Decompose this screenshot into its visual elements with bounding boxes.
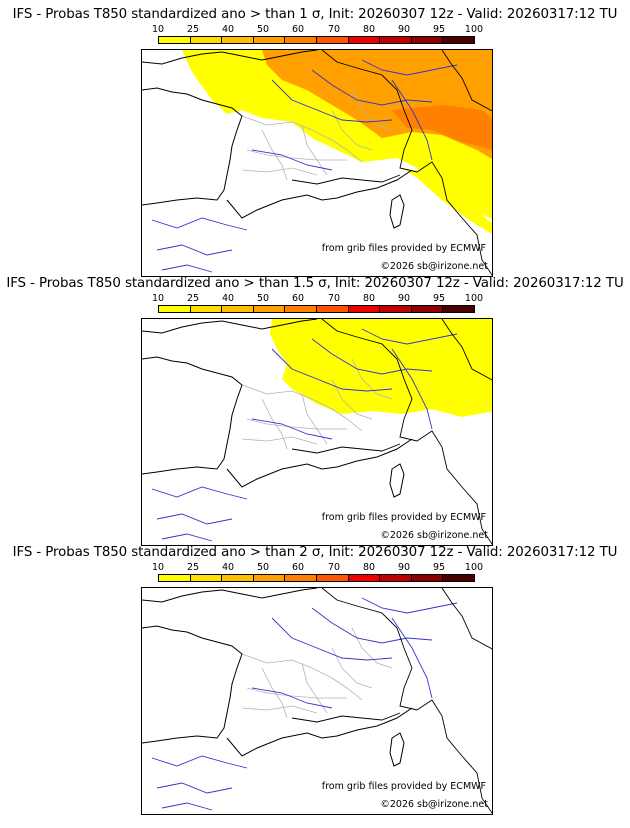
rivers [151,59,458,273]
colorbar-swatch [190,575,223,581]
colorbar-tick: 40 [221,24,235,35]
colorbar-tick: 80 [362,24,376,35]
colorbar-tick: 10 [151,24,165,35]
data-source-credit: from grib files provided by ECMWF [321,781,486,792]
colorbar-swatch [285,37,317,43]
data-source-credit: from grib files provided by ECMWF [321,512,486,523]
colorbar-tick: 90 [397,293,411,304]
colorbar-tick: 70 [327,562,341,573]
colorbar-tick: 70 [327,293,341,304]
colorbar-swatch [190,306,223,312]
colorbar-tick: 60 [291,293,305,304]
france-map: from grib files provided by ECMWF ©2026 … [141,318,493,546]
colorbar-swatch [222,37,254,43]
colorbar-swatch [316,306,349,312]
colorbar-tick: 95 [432,562,446,573]
colorbar-tick: 70 [327,24,341,35]
colorbar-swatch [222,575,254,581]
country-borders [291,588,492,814]
colorbar-tick: 50 [256,562,270,573]
probability-area-dark-orange [392,105,492,150]
colorbar-tick: 90 [397,24,411,35]
colorbar-swatch [380,306,412,312]
coastline [142,319,413,498]
map-panel-3: IFS - Probas T850 standardized ano > tha… [0,538,630,815]
colorbar-swatch [285,575,317,581]
region-boundaries [241,89,393,181]
colorbar-labels: 10 25 40 50 60 70 80 90 95 100 [146,562,486,574]
region-boundaries [241,627,393,719]
colorbar-swatch [316,575,349,581]
country-borders [291,50,492,276]
colorbar-swatch [285,306,317,312]
colorbar-swatch [411,306,444,312]
colorbar-tick: 95 [432,24,446,35]
colorbar-swatch [348,306,381,312]
colorbar-tick: 40 [221,562,235,573]
colorbar-swatch [253,306,286,312]
colorbar-tick: 10 [151,562,165,573]
colorbar-swatch [159,306,191,312]
colorbar-swatch [348,575,381,581]
panel-title: IFS - Probas T850 standardized ano > tha… [6,276,624,291]
france-map: from grib files provided by ECMWF ©2026 … [141,49,493,277]
france-map: from grib files provided by ECMWF ©2026 … [141,587,493,815]
colorbar-swatch [443,37,474,43]
colorbar-tick: 60 [291,24,305,35]
colorbar-labels: 10 25 40 50 60 70 80 90 95 100 [146,24,486,36]
colorbar-swatch [348,37,381,43]
panel-title: IFS - Probas T850 standardized ano > tha… [12,545,618,560]
coastline [142,50,413,229]
colorbar-swatch [316,37,349,43]
coastline [142,588,413,767]
panel-title: IFS - Probas T850 standardized ano > tha… [12,7,618,22]
colorbar-tick: 90 [397,562,411,573]
colorbar-tick: 25 [186,24,200,35]
colorbar-tick: 95 [432,293,446,304]
colorbar-swatch [411,37,444,43]
colorbar-swatch [222,306,254,312]
colorbar-tick: 80 [362,293,376,304]
colorbar-tick: 25 [186,293,200,304]
map-drawing [142,588,492,814]
colorbar-tick: 60 [291,562,305,573]
copyright-credit: ©2026 sb@irizone.net [380,799,488,810]
colorbar-tick: 10 [151,293,165,304]
colorbar-swatch [253,575,286,581]
rivers [151,328,458,542]
colorbar-tick: 100 [464,562,484,573]
colorbar-tick: 50 [256,293,270,304]
colorbar [158,36,475,44]
colorbar-swatch [411,575,444,581]
map-drawing [142,319,492,545]
colorbar-swatch [253,37,286,43]
colorbar-swatch [380,575,412,581]
colorbar-swatch [190,37,223,43]
colorbar-swatch [443,575,474,581]
copyright-credit: ©2026 sb@irizone.net [380,261,488,272]
rivers [151,597,458,811]
colorbar-swatch [443,306,474,312]
colorbar-tick: 50 [256,24,270,35]
probability-area-yellow [270,319,492,417]
colorbar [158,305,475,313]
colorbar-swatch [159,37,191,43]
colorbar-labels: 10 25 40 50 60 70 80 90 95 100 [146,293,486,305]
colorbar-tick: 25 [186,562,200,573]
colorbar-tick: 80 [362,562,376,573]
map-drawing [142,50,492,276]
map-panel-1: IFS - Probas T850 standardized ano > tha… [0,0,630,277]
colorbar-tick: 40 [221,293,235,304]
colorbar [158,574,475,582]
colorbar-swatch [159,575,191,581]
colorbar-swatch [380,37,412,43]
country-borders [291,319,492,545]
colorbar-tick: 100 [464,293,484,304]
copyright-credit: ©2026 sb@irizone.net [380,530,488,541]
data-source-credit: from grib files provided by ECMWF [321,243,486,254]
colorbar-tick: 100 [464,24,484,35]
map-panel-2: IFS - Probas T850 standardized ano > tha… [0,269,630,546]
region-boundaries [241,358,393,450]
